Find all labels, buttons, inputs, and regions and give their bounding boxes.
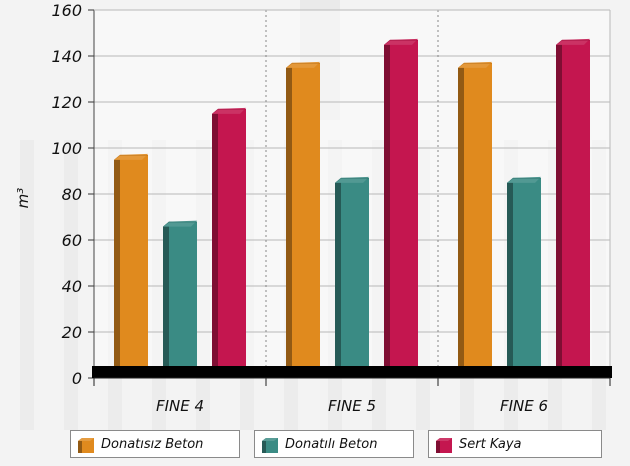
- bar-top-edge: [384, 39, 418, 45]
- legend-swatch: [436, 438, 452, 453]
- legend-label: Donatılı Beton: [285, 436, 378, 452]
- watermark-column: [416, 140, 430, 430]
- legend: Donatısız Beton Donatılı Beton Sert Kaya: [70, 430, 602, 460]
- bar-front: [464, 62, 492, 367]
- x-tick-label: FINE 4: [156, 397, 204, 415]
- bar-front: [513, 177, 541, 366]
- bar-front: [120, 154, 148, 366]
- watermark-column: [20, 140, 34, 430]
- axes: [92, 9, 612, 386]
- watermark-column: [592, 140, 606, 430]
- y-tick-label: 80: [62, 185, 82, 204]
- x-tick-label: FINE 6: [500, 397, 548, 415]
- bar-top-edge: [556, 39, 590, 45]
- bar-side: [212, 108, 218, 367]
- y-axis-label: m³: [14, 188, 32, 209]
- bar-side: [507, 177, 513, 366]
- watermark-column: [64, 140, 78, 430]
- watermark-column: [372, 140, 386, 430]
- bar-front: [292, 62, 320, 367]
- bar: [507, 176, 541, 366]
- bar-top-edge: [507, 177, 541, 183]
- bar-front: [169, 221, 197, 366]
- legend-swatch: [262, 438, 278, 453]
- watermark-column: [152, 140, 166, 430]
- y-tick-label: 100: [51, 139, 82, 158]
- bar: [212, 107, 246, 367]
- legend-item: Sert Kaya: [428, 430, 602, 458]
- bar-top-edge: [286, 62, 320, 68]
- bar-side: [163, 221, 169, 366]
- bar-top-edge: [335, 177, 369, 183]
- bar-front: [562, 39, 590, 367]
- bar: [556, 38, 590, 367]
- bar-top-edge: [212, 108, 246, 114]
- bar-side: [384, 39, 390, 367]
- bar: [458, 61, 492, 367]
- bar-side: [556, 39, 562, 367]
- bar-side: [286, 62, 292, 367]
- floor-bar: [92, 366, 612, 378]
- bar: [335, 176, 369, 366]
- legend-label: Donatısız Beton: [101, 436, 204, 452]
- category-separators: [265, 10, 439, 378]
- bar-front: [390, 39, 418, 367]
- legend-swatch: [78, 438, 94, 453]
- bar-front: [218, 108, 246, 367]
- tick-labels: 0 20 40 60 80 100 120 140 160 FINE 4 FINE 5 FINE 6: [51, 1, 548, 415]
- y-tick-label: 120: [51, 93, 82, 112]
- y-tick-label: 20: [62, 323, 82, 342]
- bar-side: [458, 62, 464, 367]
- watermark-column: [196, 140, 210, 430]
- bars: [114, 38, 590, 367]
- legend-item: Donatılı Beton: [254, 430, 414, 458]
- bar-top-edge: [458, 62, 492, 68]
- bar-side: [114, 154, 120, 366]
- y-tick-label: 0: [72, 369, 82, 388]
- x-tick-label: FINE 5: [328, 397, 376, 415]
- legend-item: Donatısız Beton: [70, 430, 240, 458]
- bar: [114, 153, 148, 366]
- bar-side: [335, 177, 341, 366]
- legend-label: Sert Kaya: [459, 436, 522, 452]
- y-tick-label: 60: [62, 231, 82, 250]
- y-tick-label: 140: [51, 47, 82, 66]
- bar-top-edge: [114, 154, 148, 160]
- bar-front: [341, 177, 369, 366]
- bar: [286, 61, 320, 367]
- bar-top-edge: [163, 221, 197, 227]
- bar: [163, 220, 197, 366]
- bar: [384, 38, 418, 367]
- y-tick-label: 160: [51, 1, 82, 20]
- y-tick-label: 40: [62, 277, 82, 296]
